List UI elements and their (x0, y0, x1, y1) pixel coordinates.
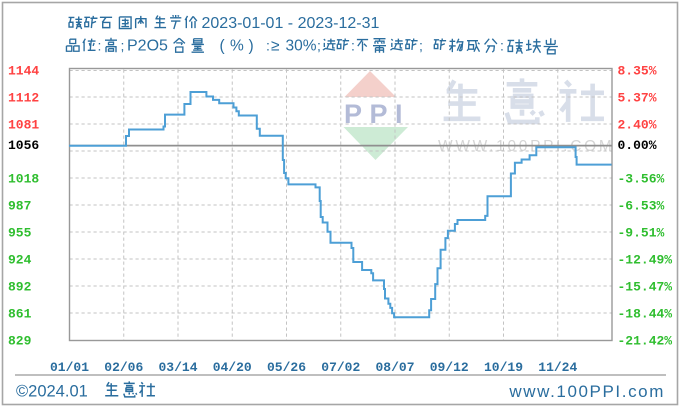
svg-text:-6.53%: -6.53% (618, 199, 665, 214)
svg-text::: : (266, 38, 270, 54)
svg-text::: : (500, 38, 504, 54)
svg-text:%: % (230, 38, 244, 55)
svg-text:955: 955 (8, 226, 32, 241)
svg-text:≥: ≥ (271, 38, 280, 55)
svg-text:01/01: 01/01 (50, 360, 89, 375)
svg-text:©2024.01: ©2024.01 (16, 383, 88, 401)
svg-text:;: ; (419, 38, 423, 54)
svg-text:02/06: 02/06 (104, 360, 143, 375)
svg-text:-18.44%: -18.44% (618, 307, 673, 322)
svg-text:8.35%: 8.35% (618, 64, 657, 79)
svg-text:;: ; (121, 38, 125, 54)
svg-text:P2O5: P2O5 (127, 38, 168, 55)
svg-text:1144: 1144 (8, 64, 39, 79)
svg-text:08/07: 08/07 (375, 360, 414, 375)
svg-text:-9.51%: -9.51% (618, 226, 665, 241)
svg-text:www.100PPI.com: www.100PPI.com (508, 382, 665, 401)
svg-text:2023-01-01 - 2023-12-31: 2023-01-01 - 2023-12-31 (202, 15, 380, 32)
svg-text::: : (98, 38, 102, 54)
svg-text:5.37%: 5.37% (618, 91, 657, 106)
svg-text:;: ; (317, 38, 321, 54)
svg-text:04/20: 04/20 (213, 360, 252, 375)
svg-text:10/19: 10/19 (484, 360, 523, 375)
svg-text:1081: 1081 (8, 118, 39, 133)
svg-text:2.40%: 2.40% (618, 118, 657, 133)
svg-text:1056: 1056 (8, 138, 39, 153)
svg-text:03/14: 03/14 (158, 360, 197, 375)
svg-text:): ) (249, 38, 254, 55)
svg-text:09/12: 09/12 (430, 360, 469, 375)
svg-text:11/24: 11/24 (538, 360, 577, 375)
svg-text:829: 829 (8, 334, 32, 349)
svg-text:-12.49%: -12.49% (618, 253, 673, 268)
svg-text:1112: 1112 (8, 91, 39, 106)
svg-text:924: 924 (8, 253, 32, 268)
svg-text:892: 892 (8, 280, 32, 295)
svg-text::: : (351, 38, 355, 54)
svg-text:987: 987 (8, 199, 31, 214)
svg-text:30%: 30% (286, 38, 317, 55)
svg-text:-3.56%: -3.56% (618, 172, 665, 187)
svg-text:-15.47%: -15.47% (618, 280, 673, 295)
svg-text:1018: 1018 (8, 172, 39, 187)
svg-text:05/26: 05/26 (267, 360, 306, 375)
svg-text:861: 861 (8, 307, 32, 322)
svg-text:(: ( (220, 38, 226, 55)
svg-text:-21.42%: -21.42% (618, 334, 673, 349)
svg-text:0.00%: 0.00% (618, 138, 657, 153)
svg-text:07/02: 07/02 (321, 360, 360, 375)
